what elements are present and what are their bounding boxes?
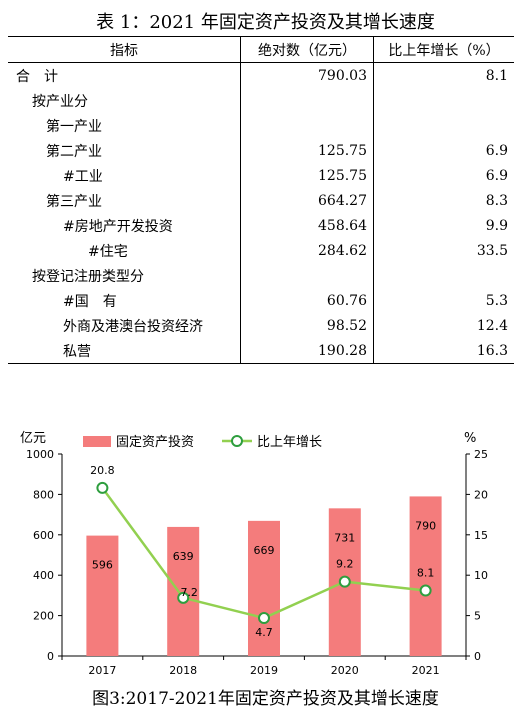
row-growth-rate: 6.9 (373, 163, 514, 188)
row-indicator-name: #国 有 (63, 293, 117, 310)
table-row: #国 有 60.76 5.3 (8, 288, 514, 313)
header-growth-rate: 比上年增长（%） (373, 36, 514, 63)
right-axis-tick-label: 15 (474, 529, 488, 542)
growth-value-label: 8.1 (417, 567, 435, 580)
row-absolute-value (240, 88, 374, 113)
left-axis-tick-label: 400 (33, 569, 54, 582)
bar-value-label: 790 (415, 519, 436, 532)
growth-point-2021 (419, 584, 432, 597)
row-absolute-value: 125.75 (240, 163, 374, 188)
investment-table: 指标 绝对数（亿元） 比上年增长（%） 合 计 790.03 8.1 按产业分第一产业… (8, 36, 514, 364)
investment-chart: 0 200 400 600 800 1000 0 5 10 15 20 25 亿元 % 596 639 669 7… (20, 431, 488, 677)
left-axis-tick-label: 1000 (26, 448, 54, 461)
bar-2018 (167, 526, 200, 656)
table-row: #住宅 284.62 33.5 (8, 238, 514, 263)
right-axis-tick-label: 0 (474, 650, 481, 663)
header-indicator: 指标 (8, 36, 241, 63)
growth-point-2018 (177, 591, 190, 604)
x-axis-tick-label: 2020 (331, 664, 359, 677)
table-row: 第一产业 (8, 113, 514, 138)
row-growth-rate: 5.3 (373, 288, 514, 313)
legend-swatch-bar (83, 436, 111, 447)
row-absolute-value: 458.64 (240, 213, 374, 238)
row-absolute-value: 284.62 (240, 238, 374, 263)
row-growth-rate (373, 263, 514, 288)
row-indicator-name: 第三产业 (46, 193, 102, 210)
growth-point-2020 (338, 575, 351, 588)
table-row: #房地产开发投资 458.64 9.9 (8, 213, 514, 238)
row-indicator-name: #住宅 (88, 243, 128, 260)
x-axis-tick-label: 2021 (412, 664, 440, 677)
right-axis-tick-label: 25 (474, 448, 488, 461)
table-row: 外商及港澳台投资经济 98.52 12.4 (8, 313, 514, 338)
row-growth-rate (373, 113, 514, 138)
bar-value-label: 596 (92, 559, 113, 572)
row-absolute-value: 125.75 (240, 138, 374, 163)
row-indicator-name: 第二产业 (46, 143, 102, 160)
bar-value-label: 731 (334, 531, 355, 544)
left-axis-tick-label: 800 (33, 488, 54, 501)
table-row: 第二产业 125.75 6.9 (8, 138, 514, 163)
right-axis-tick-label: 20 (474, 488, 488, 501)
row-indicator-name: 外商及港澳台投资经济 (63, 318, 203, 335)
row-indicator-name: 私营 (8, 338, 241, 364)
row-growth-rate: 12.4 (373, 313, 514, 338)
growth-point-2017 (96, 481, 109, 494)
row-absolute-value: 60.76 (240, 288, 374, 313)
row-absolute-value: 664.27 (240, 188, 374, 213)
row-indicator-name: 第一产业 (46, 118, 102, 135)
table-row: 合 计 790.03 8.1 (8, 62, 514, 88)
row-absolute-value: 190.28 (240, 338, 374, 364)
table-body: 合 计 790.03 8.1 按产业分第一产业第二产业 125.75 6.9 #工业 125.… (8, 62, 514, 364)
row-growth-rate: 9.9 (373, 213, 514, 238)
growth-value-label: 4.7 (255, 626, 273, 639)
table-row: #工业 125.75 6.9 (8, 163, 514, 188)
bar-value-label: 639 (173, 550, 194, 563)
row-growth-rate: 33.5 (373, 238, 514, 263)
row-growth-rate: 8.3 (373, 188, 514, 213)
legend-swatch-marker (231, 435, 243, 447)
chart-title: 图3:2017-2021年固定资产投资及其增长速度 (92, 689, 439, 709)
row-growth-rate: 6.9 (373, 138, 514, 163)
left-axis-unit-label: 亿元 (20, 431, 46, 446)
right-axis-tick-label: 5 (474, 610, 481, 623)
row-absolute-value (240, 113, 374, 138)
x-axis-tick-label: 2019 (250, 664, 278, 677)
right-axis-tick-label: 10 (474, 569, 488, 582)
table-row: 按产业分 (8, 88, 514, 113)
bar-2019 (248, 520, 280, 656)
row-indicator-name: 按产业分 (32, 93, 88, 110)
left-axis-tick-label: 0 (47, 650, 54, 663)
header-absolute-value: 绝对数（亿元） (240, 36, 374, 63)
row-growth-rate: 8.1 (373, 62, 514, 88)
legend-label-growth: 比上年增长 (257, 435, 322, 450)
bar-value-label: 669 (254, 544, 275, 557)
bar-2017 (86, 535, 119, 656)
growth-point-2019 (258, 612, 270, 625)
row-growth-rate (373, 88, 514, 113)
row-absolute-value: 790.03 (240, 62, 374, 88)
row-growth-rate: 16.3 (373, 338, 514, 364)
x-axis-tick-label: 2018 (169, 664, 197, 677)
row-indicator-name: #工业 (63, 168, 103, 185)
legend-label-investment: 固定资产投资 (116, 434, 194, 450)
left-axis-tick-label: 600 (33, 529, 54, 542)
growth-value-label: 9.2 (336, 558, 354, 571)
x-axis-tick-label: 2017 (88, 664, 116, 677)
row-indicator-name: 合 计 (16, 68, 58, 85)
row-absolute-value: 98.52 (240, 313, 374, 338)
row-absolute-value (240, 263, 374, 288)
table-header-row: 指标 绝对数（亿元） 比上年增长（%） (8, 36, 514, 63)
row-indicator-name: 按登记注册类型分 (32, 268, 144, 285)
row-indicator-name: #房地产开发投资 (63, 218, 173, 235)
growth-value-label: 7.2 (180, 586, 198, 599)
left-axis-tick-label: 200 (33, 610, 54, 623)
table-row: 私营 190.28 16.3 (8, 338, 514, 364)
table-row: 第三产业 664.27 8.3 (8, 188, 514, 213)
bar-2021 (409, 496, 442, 656)
right-axis-unit-label: % (464, 431, 476, 446)
table-row: 按登记注册类型分 (8, 263, 514, 288)
table-title: 表 1：2021 年固定资产投资及其增长速度 (96, 12, 435, 33)
growth-value-label: 20.8 (90, 464, 115, 477)
